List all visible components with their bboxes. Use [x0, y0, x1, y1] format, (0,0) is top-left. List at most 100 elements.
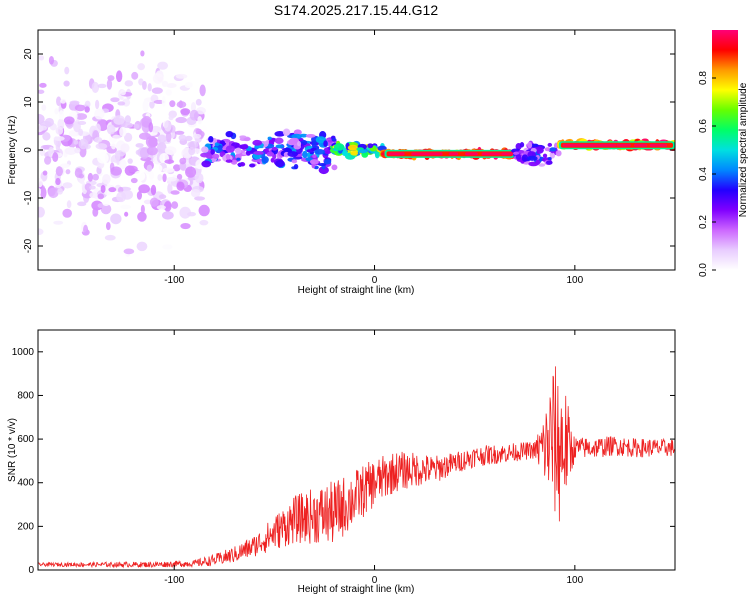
- spectrogram-blob: [175, 116, 187, 124]
- spectrogram-blob: [185, 135, 193, 142]
- spectrogram-blob: [167, 183, 173, 194]
- spectrogram-blob: [179, 157, 187, 165]
- spectrogram-blob: [131, 71, 139, 80]
- spectrogram-blob: [54, 108, 59, 115]
- snr-frame: [37, 329, 676, 571]
- spectrogram-blob: [157, 134, 167, 144]
- spectrogram-blob: [549, 147, 557, 152]
- spectrogram-blob: [94, 136, 103, 143]
- spectrogram-blob: [149, 197, 159, 207]
- spectrogram-blob: [38, 89, 45, 94]
- tone-band-core: [448, 152, 459, 156]
- spectrogram-blob: [157, 174, 163, 181]
- spectrogram-blob: [201, 146, 209, 153]
- spectrogram-blob: [115, 70, 123, 83]
- spectrogram-blob: [197, 115, 203, 125]
- spectrogram-blob: [89, 185, 96, 190]
- spectrogram-blob: [47, 168, 55, 178]
- snr-series-line: [38, 366, 675, 569]
- spectrogram-blob: [547, 156, 552, 161]
- spectrogram-blob: [136, 241, 148, 252]
- spectrogram-blob: [42, 170, 48, 176]
- y-tick-label: 0: [28, 565, 34, 576]
- spectrogram-blob: [235, 153, 242, 160]
- spectrogram-blob: [100, 184, 106, 194]
- spectrogram-blob: [323, 140, 328, 147]
- spectrogram-y-ticks: -20 -10 0 10 20: [23, 48, 675, 253]
- spectrogram-blob: [190, 101, 197, 113]
- snr-background: [38, 330, 675, 570]
- spectrogram-blob: [140, 204, 145, 214]
- spectrogram-blob: [243, 137, 251, 142]
- spectrogram-blob: [287, 151, 299, 157]
- spectrogram-blob: [225, 130, 234, 138]
- spectrogram-blob: [143, 199, 152, 205]
- spectrogram-blob: [187, 211, 197, 217]
- spectrogram-blob: [74, 147, 81, 154]
- y-tick-label: 600: [17, 434, 34, 445]
- y-tick-label: 1000: [12, 347, 35, 358]
- spectrogram-blob: [138, 184, 150, 194]
- spectrogram-blob: [38, 177, 43, 188]
- spectrogram-blob: [130, 177, 138, 184]
- spectrogram-blob: [151, 87, 163, 94]
- spectrogram-blob: [305, 133, 316, 138]
- tone-band-core: [411, 152, 431, 156]
- spectrogram-blob: [185, 166, 197, 178]
- spectrogram-blob: [225, 145, 235, 153]
- colorbar-tick-label: 0.8: [698, 71, 709, 85]
- spectrogram-blob: [53, 136, 65, 141]
- spectrogram-blob: [274, 131, 286, 137]
- spectrogram-blob: [253, 151, 264, 155]
- spectrogram-blob: [115, 150, 121, 163]
- tone-band-core: [594, 143, 617, 147]
- spectrogram-blob: [92, 173, 99, 181]
- spectrogram-blob: [89, 192, 98, 199]
- spectrogram-blob: [176, 181, 185, 191]
- spectrogram-blob: [314, 148, 326, 155]
- spectrogram-blob: [75, 113, 88, 120]
- spectrogram-blob: [168, 115, 174, 121]
- spectrogram-blob: [170, 190, 180, 195]
- spectrogram-blob: [102, 173, 111, 185]
- spectrogram-blob: [106, 78, 113, 90]
- tone-band-core: [562, 143, 583, 147]
- spectrogram-blob: [184, 81, 193, 89]
- spectrogram-blob: [547, 142, 553, 147]
- spectrogram-blob: [78, 128, 84, 136]
- spectrogram-blob: [208, 135, 214, 143]
- spectrogram-blob: [275, 160, 285, 168]
- spectrogram-blob: [60, 163, 70, 168]
- x-tick-label: -100: [164, 275, 184, 286]
- spectrogram-blob: [309, 159, 319, 165]
- y-tick-label: 200: [17, 521, 34, 532]
- spectrogram-blob: [142, 100, 149, 112]
- spectrogram-blob: [237, 163, 244, 167]
- spectrogram-blob: [164, 146, 177, 155]
- spectrogram-blob: [162, 244, 173, 250]
- spectrogram-blob: [513, 151, 520, 155]
- spectrogram-blob: [333, 143, 345, 151]
- spectrogram-blob: [124, 132, 133, 142]
- spectrogram-blob: [108, 187, 117, 193]
- spectrogram-blob: [311, 141, 317, 149]
- spectrogram-blob: [357, 149, 368, 154]
- spectrogram-blob: [225, 153, 231, 160]
- spectrogram-blob: [212, 153, 220, 159]
- spectrogram-blob: [38, 138, 44, 147]
- spectrogram-blob: [161, 80, 169, 88]
- colorbar-tick-label: 0.6: [698, 119, 709, 133]
- spectrogram-blob: [55, 126, 64, 135]
- spectrogram-blob: [64, 146, 77, 155]
- y-tick-label: 800: [17, 390, 34, 401]
- spectrogram-blob: [44, 156, 52, 165]
- spectrogram-blob: [124, 115, 131, 124]
- spectrogram-blob: [148, 122, 154, 133]
- spectrogram-blob: [157, 61, 169, 70]
- spectrogram-blob: [315, 136, 327, 144]
- spectrogram-blob: [161, 95, 166, 107]
- spectrogram-x-ticks: -100 0 100: [164, 30, 584, 286]
- colorbar-label: Normalized spectral amplitude: [738, 82, 749, 217]
- spectrogram-blob: [234, 147, 242, 155]
- colorbar-ticks: 0.0 0.2 0.4 0.6 0.8: [698, 71, 716, 277]
